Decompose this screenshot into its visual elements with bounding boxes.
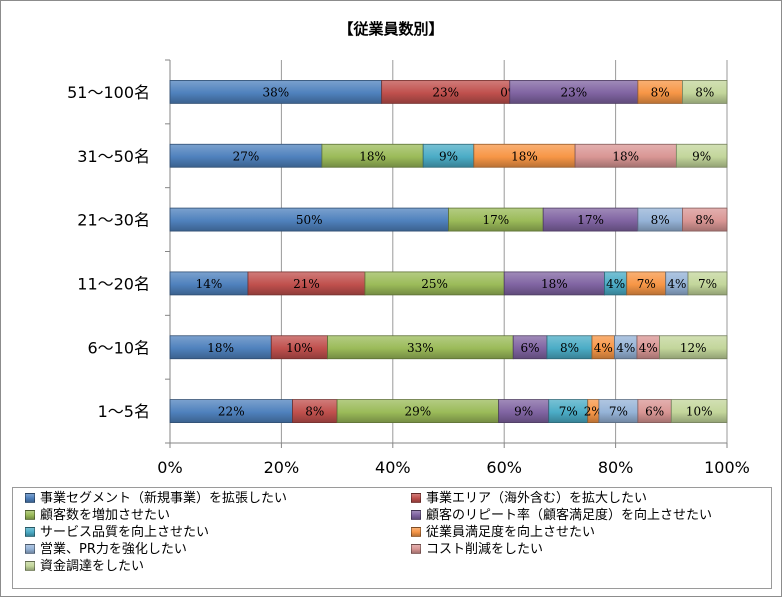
x-tick-label: 0% bbox=[157, 458, 182, 477]
data-label: 8% bbox=[695, 213, 714, 227]
plot-area: 0%20%40%60%80%100%51〜100名38%23%0%23%8%8%… bbox=[67, 59, 750, 477]
legend-label: 資金調達をしたい bbox=[40, 559, 145, 574]
legend-label: コスト削減をしたい bbox=[426, 542, 544, 557]
data-label: 4% bbox=[606, 277, 625, 291]
data-label: 4% bbox=[667, 277, 686, 291]
data-label: 38% bbox=[262, 85, 289, 99]
legend-swatch bbox=[25, 509, 35, 520]
data-label: 12% bbox=[680, 341, 707, 355]
data-label: 8% bbox=[651, 213, 670, 227]
legend-swatch bbox=[25, 560, 35, 571]
data-label: 8% bbox=[305, 405, 324, 419]
data-label: 29% bbox=[405, 405, 432, 419]
bar-segment bbox=[682, 207, 728, 232]
category-label: 6〜10名 bbox=[87, 338, 150, 357]
data-label: 6% bbox=[521, 341, 540, 355]
data-label: 27% bbox=[233, 149, 260, 163]
data-label: 7% bbox=[637, 277, 656, 291]
category-label: 51〜100名 bbox=[67, 83, 150, 102]
legend-label: 顧客のリピート率（顧客満足度）を向上させたい bbox=[426, 508, 713, 523]
data-label: 18% bbox=[612, 149, 639, 163]
legend-item: 顧客のリピート率（顧客満足度）を向上させたい bbox=[411, 507, 712, 525]
category-label: 31〜50名 bbox=[77, 147, 150, 166]
data-label: 50% bbox=[296, 213, 323, 227]
data-label: 18% bbox=[359, 149, 386, 163]
data-label: 14% bbox=[196, 277, 223, 291]
data-label: 2% bbox=[584, 405, 603, 419]
legend: 事業セグメント（新規事業）を拡張したい 事業エリア（海外含む）を拡大したい顧客数を… bbox=[12, 487, 772, 589]
legend-label: 事業エリア（海外含む）を拡大したい bbox=[426, 491, 648, 506]
data-label: 18% bbox=[207, 341, 234, 355]
legend-swatch bbox=[411, 492, 421, 503]
data-label: 18% bbox=[541, 277, 568, 291]
x-tick-label: 20% bbox=[264, 458, 300, 477]
data-label: 23% bbox=[560, 85, 587, 99]
legend-item: 事業セグメント（新規事業）を拡張したい bbox=[25, 490, 287, 508]
legend-label: サービス品質を向上させたい bbox=[40, 525, 210, 540]
data-label: 7% bbox=[609, 405, 628, 419]
legend-label: 従業員満足度を向上させたい bbox=[426, 525, 596, 540]
legend-label: 顧客数を増加させたい bbox=[40, 508, 171, 523]
bar-segment bbox=[675, 143, 728, 168]
bar-segment bbox=[659, 335, 728, 360]
data-label: 22% bbox=[218, 405, 245, 419]
data-label: 23% bbox=[432, 85, 459, 99]
legend-swatch bbox=[25, 543, 35, 554]
legend-item: 営業、PR力を強化したい bbox=[25, 541, 187, 559]
data-label: 17% bbox=[577, 213, 604, 227]
bar-segment bbox=[682, 80, 728, 104]
legend-label: 営業、PR力を強化したい bbox=[40, 542, 187, 557]
data-label: 7% bbox=[698, 277, 717, 291]
bar-segment bbox=[670, 399, 728, 423]
legend-item: コスト削減をしたい bbox=[411, 541, 543, 559]
data-label: 6% bbox=[645, 405, 664, 419]
x-tick-label: 60% bbox=[486, 458, 522, 477]
x-tick-label: 100% bbox=[704, 458, 750, 477]
legend-swatch bbox=[411, 509, 421, 520]
data-label: 4% bbox=[594, 341, 613, 355]
data-label: 10% bbox=[686, 405, 713, 419]
legend-label: 事業セグメント（新規事業）を拡張したい bbox=[40, 491, 288, 506]
x-tick-label: 80% bbox=[598, 458, 634, 477]
data-label: 9% bbox=[439, 149, 458, 163]
bar-segment bbox=[687, 271, 728, 296]
category-label: 1〜5名 bbox=[98, 402, 150, 421]
legend-swatch bbox=[411, 526, 421, 537]
data-label: 9% bbox=[514, 405, 533, 419]
data-label: 21% bbox=[293, 277, 320, 291]
chart-title: 【従業員数別】 bbox=[338, 20, 444, 38]
data-label: 4% bbox=[616, 341, 635, 355]
legend-swatch bbox=[25, 492, 35, 503]
legend-swatch bbox=[25, 526, 35, 537]
data-label: 7% bbox=[559, 405, 578, 419]
legend-item: 資金調達をしたい bbox=[25, 558, 144, 576]
legend-item: 顧客数を増加させたい bbox=[25, 507, 170, 525]
data-label: 8% bbox=[651, 85, 670, 99]
data-label: 33% bbox=[407, 341, 434, 355]
data-label: 10% bbox=[286, 341, 313, 355]
data-label: 8% bbox=[695, 85, 714, 99]
data-label: 8% bbox=[560, 341, 579, 355]
category-label: 21〜30名 bbox=[77, 211, 150, 230]
data-label: 9% bbox=[692, 149, 711, 163]
data-label: 25% bbox=[421, 277, 448, 291]
x-tick-label: 40% bbox=[375, 458, 411, 477]
data-label: 17% bbox=[483, 213, 510, 227]
legend-item: サービス品質を向上させたい bbox=[25, 524, 209, 542]
data-label: 4% bbox=[639, 341, 658, 355]
legend-item: 従業員満足度を向上させたい bbox=[411, 524, 595, 542]
legend-item: 事業エリア（海外含む）を拡大したい bbox=[411, 490, 647, 508]
data-label: 18% bbox=[511, 149, 538, 163]
category-label: 11〜20名 bbox=[77, 274, 150, 293]
legend-swatch bbox=[411, 543, 421, 554]
